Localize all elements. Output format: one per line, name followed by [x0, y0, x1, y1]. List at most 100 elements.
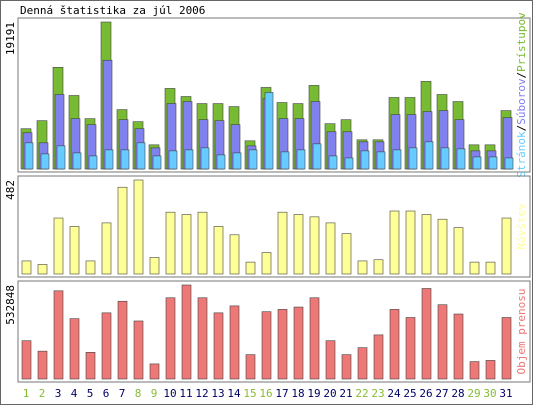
bar	[437, 218, 448, 275]
x-tick-label: 12	[195, 387, 208, 400]
bar	[453, 313, 464, 380]
bar	[184, 149, 194, 170]
bar	[56, 145, 66, 170]
bar	[117, 186, 128, 275]
bar	[245, 261, 256, 275]
x-tick-label: 3	[55, 387, 62, 400]
legend-entry: Súborov	[515, 78, 528, 125]
x-tick-label: 15	[243, 387, 256, 400]
bar	[85, 260, 96, 275]
bar	[485, 360, 496, 380]
bar	[472, 156, 482, 170]
bar	[152, 155, 162, 170]
bar	[408, 147, 418, 170]
legend-separator: /	[515, 72, 528, 79]
bar	[53, 290, 64, 380]
bar	[165, 297, 176, 380]
bar	[200, 147, 210, 170]
bar	[149, 257, 160, 275]
bar	[341, 354, 352, 380]
bar	[485, 261, 496, 275]
y-tick-label: 532848	[4, 285, 17, 325]
bar	[88, 155, 98, 170]
x-tick-label: 2	[39, 387, 46, 400]
x-tick-label: 23	[371, 387, 384, 400]
bar	[133, 179, 144, 275]
bar	[197, 211, 208, 275]
x-tick-label: 18	[291, 387, 304, 400]
x-tick-label: 14	[227, 387, 241, 400]
bar	[456, 148, 466, 170]
x-tick-label: 7	[119, 387, 126, 400]
bar	[360, 150, 370, 170]
bar	[373, 334, 384, 380]
bar	[229, 305, 240, 380]
bar	[181, 284, 192, 380]
bar	[501, 217, 512, 275]
bar	[40, 153, 50, 170]
bar	[216, 154, 226, 170]
bar	[69, 318, 80, 380]
bar	[373, 259, 384, 275]
legend-entry: Prístupov	[515, 12, 528, 72]
x-tick-label: 6	[103, 387, 110, 400]
bar	[357, 347, 368, 380]
legend: Objem prenosu	[515, 288, 528, 374]
x-tick-label: 28	[451, 387, 464, 400]
x-tick-label: 8	[135, 387, 142, 400]
bar	[405, 317, 416, 380]
bar	[101, 222, 112, 275]
bar	[232, 152, 242, 170]
bar	[85, 352, 96, 380]
x-tick-label: 16	[259, 387, 272, 400]
bar	[37, 264, 48, 275]
bar	[136, 142, 146, 170]
bar	[357, 260, 368, 275]
bar	[264, 92, 274, 170]
bar	[213, 226, 224, 275]
bar	[261, 311, 272, 380]
bar	[104, 149, 114, 170]
legend: Návštev	[515, 203, 528, 250]
bar	[168, 150, 178, 170]
bar	[248, 149, 258, 170]
bar	[376, 151, 386, 170]
bar	[325, 222, 336, 275]
bar	[469, 261, 480, 275]
bar	[328, 155, 338, 170]
bar	[392, 149, 402, 170]
bar	[229, 234, 240, 275]
bar	[24, 142, 34, 170]
bar	[293, 214, 304, 275]
bar	[53, 217, 64, 275]
bar	[69, 226, 80, 275]
legend: Stránok/Súborov/Prístupov	[515, 12, 528, 178]
x-tick-label: 10	[163, 387, 176, 400]
panel-box	[17, 17, 531, 173]
bar	[312, 143, 322, 170]
x-tick-label: 13	[211, 387, 224, 400]
bar	[469, 361, 480, 380]
bar	[197, 297, 208, 380]
panel-box	[17, 280, 531, 383]
x-tick-label: 9	[151, 387, 158, 400]
bar	[389, 309, 400, 380]
y-tick-label: 482	[4, 180, 17, 200]
bar	[437, 304, 448, 380]
bar	[293, 306, 304, 380]
panel-box	[17, 175, 531, 278]
bar	[181, 214, 192, 275]
x-tick-label: 30	[483, 387, 496, 400]
bar	[424, 141, 434, 170]
x-tick-label: 5	[87, 387, 94, 400]
x-tick-label: 29	[467, 387, 480, 400]
bar	[501, 317, 512, 380]
bar	[421, 214, 432, 275]
bar	[309, 216, 320, 275]
bar	[133, 320, 144, 380]
x-tick-label: 22	[355, 387, 368, 400]
y-tick-label: 19191	[4, 22, 17, 55]
x-tick-label: 17	[275, 387, 288, 400]
bar	[344, 157, 354, 170]
